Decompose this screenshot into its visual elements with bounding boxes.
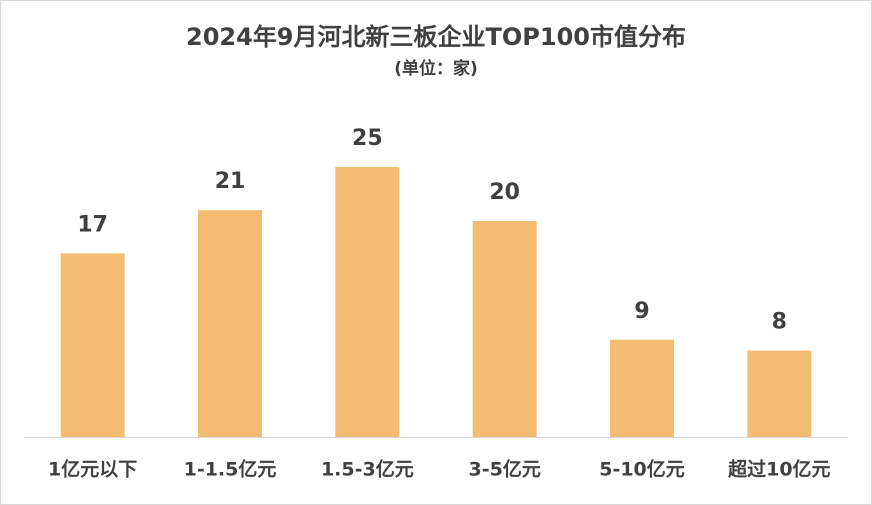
x-tick-label: 超过10亿元 (727, 458, 830, 481)
chart-subtitle: (单位：家) (394, 58, 478, 79)
bar (335, 167, 400, 437)
x-tick-label: 1亿元以下 (48, 458, 137, 481)
value-label: 17 (77, 212, 108, 237)
bar (610, 339, 674, 437)
value-label: 21 (215, 169, 246, 194)
value-label: 25 (352, 126, 383, 151)
value-label: 9 (634, 299, 649, 324)
x-tick-label: 3-5亿元 (469, 458, 541, 481)
value-label: 8 (772, 310, 787, 335)
bar (747, 350, 812, 437)
bar (198, 210, 262, 437)
x-tick-label: 1.5-3亿元 (321, 458, 414, 481)
x-tick-label: 5-10亿元 (599, 458, 685, 481)
bar (472, 221, 537, 437)
chart-title: 2024年9月河北新三板企业TOP100市值分布 (186, 23, 686, 51)
value-label: 20 (489, 180, 520, 205)
bar (60, 253, 125, 437)
x-tick-label: 1-1.5亿元 (184, 458, 277, 481)
